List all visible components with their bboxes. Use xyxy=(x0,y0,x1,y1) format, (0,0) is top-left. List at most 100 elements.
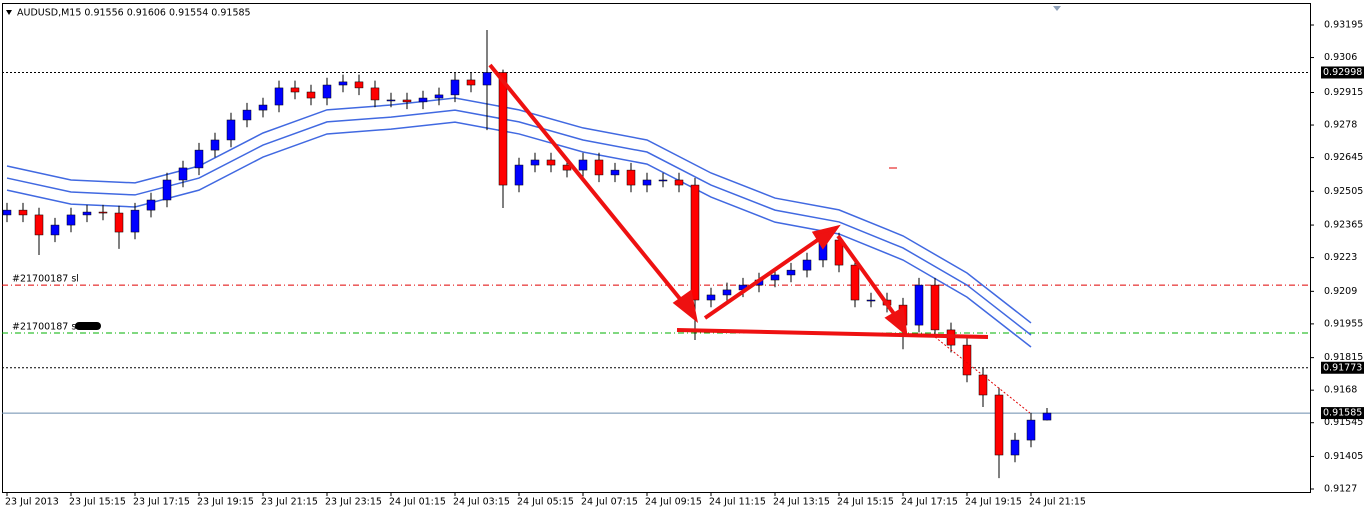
y-tick-label: 0.9209 xyxy=(1324,286,1357,297)
candle-body xyxy=(642,179,652,186)
candle-body xyxy=(18,209,28,216)
candle-body xyxy=(1042,412,1052,421)
x-tick-label: 23 Jul 21:15 xyxy=(261,497,318,508)
x-tick-label: 24 Jul 17:15 xyxy=(901,497,958,508)
candle-body xyxy=(530,159,540,166)
candle-body xyxy=(722,289,732,296)
candle-body xyxy=(466,79,476,86)
y-tick-label: 0.91815 xyxy=(1324,352,1363,363)
y-tick-label: 0.91405 xyxy=(1324,451,1363,462)
candle-body xyxy=(178,167,188,181)
price-box xyxy=(1321,407,1364,420)
candle-body xyxy=(242,109,252,121)
y-tick-label: 0.92915 xyxy=(1324,87,1363,98)
y-tick-label: 0.93195 xyxy=(1324,20,1363,31)
menu-triangle[interactable] xyxy=(6,10,12,15)
candle-body xyxy=(482,72,492,86)
candle-body xyxy=(434,94,444,99)
candle-body xyxy=(578,159,588,171)
x-tick-label: 23 Jul 19:15 xyxy=(197,497,254,508)
arrow xyxy=(703,235,824,320)
candle-body xyxy=(546,159,556,166)
y-tick-label: 0.92645 xyxy=(1324,152,1363,163)
y-tick-label: 0.92505 xyxy=(1324,186,1363,197)
redaction xyxy=(75,322,101,330)
candle-body xyxy=(930,284,940,331)
candle-body xyxy=(850,264,860,301)
arrow-head xyxy=(672,289,699,323)
candle-body xyxy=(162,179,172,201)
arrow-head xyxy=(811,224,841,250)
candle-body xyxy=(290,87,300,93)
x-tick-label: 24 Jul 07:15 xyxy=(581,497,638,508)
y-tick-label: 0.91545 xyxy=(1324,417,1363,428)
x-tick-label: 24 Jul 21:15 xyxy=(1029,497,1086,508)
candle-body xyxy=(34,214,44,236)
candle-body xyxy=(786,269,796,276)
candle-body xyxy=(994,394,1004,456)
candle-body xyxy=(962,344,972,376)
y-tick-label: 0.92365 xyxy=(1324,220,1363,231)
annotations xyxy=(75,63,1031,414)
x-tick-label: 24 Jul 19:15 xyxy=(965,497,1022,508)
candle-body xyxy=(130,209,140,233)
ma-line xyxy=(6,109,1032,336)
candle-body xyxy=(626,169,636,186)
x-tick-label: 24 Jul 03:15 xyxy=(453,497,510,508)
price-label: 0.91773 xyxy=(1323,362,1362,373)
candle-body xyxy=(370,87,380,101)
candle-body xyxy=(802,259,812,271)
candle-body xyxy=(194,149,204,169)
candle-body xyxy=(226,119,236,141)
x-tick-label: 24 Jul 11:15 xyxy=(709,497,766,508)
ma-line xyxy=(6,121,1032,348)
candle-body xyxy=(338,81,348,86)
candle-body xyxy=(50,224,60,236)
candle-body xyxy=(706,294,716,301)
price-box xyxy=(1321,66,1364,79)
candle-body xyxy=(2,209,12,216)
candle-body xyxy=(770,274,780,281)
candle-body xyxy=(258,104,268,111)
y-tick-label: 0.9306 xyxy=(1324,52,1357,63)
candle-body xyxy=(306,91,316,99)
candle-body xyxy=(98,211,108,214)
y-tick-label: 0.9278 xyxy=(1324,120,1357,131)
shift-marker xyxy=(1053,6,1061,11)
candle-body xyxy=(866,299,876,302)
x-tick-label: 23 Jul 2013 xyxy=(5,497,59,508)
trend-line xyxy=(934,336,1031,414)
x-tick-label: 24 Jul 15:15 xyxy=(837,497,894,508)
price-box xyxy=(1321,361,1364,374)
price-label: 0.92998 xyxy=(1323,67,1362,78)
candle-body xyxy=(1010,439,1020,456)
candle-body xyxy=(1026,419,1036,441)
price-label: 0.91585 xyxy=(1323,408,1362,419)
y-tick-label: 0.9127 xyxy=(1324,484,1357,495)
candle-body xyxy=(498,72,508,186)
candle-body xyxy=(114,212,124,233)
x-tick-label: 24 Jul 01:15 xyxy=(389,497,446,508)
candle-body xyxy=(658,179,668,182)
candle-body xyxy=(418,97,428,103)
candle-body xyxy=(690,184,700,301)
chart-title: AUDUSD,M15 0.91556 0.91606 0.91554 0.915… xyxy=(17,8,251,19)
plot-frame xyxy=(2,3,1311,493)
x-tick-label: 23 Jul 15:15 xyxy=(69,497,126,508)
candle-body xyxy=(594,159,604,176)
x-tick-label: 24 Jul 09:15 xyxy=(645,497,702,508)
candle-body xyxy=(514,164,524,186)
order-label: #21700187 sl xyxy=(12,274,79,285)
candle-body xyxy=(610,169,620,176)
arrow xyxy=(488,63,687,307)
candle-body xyxy=(82,211,92,216)
arrow-head xyxy=(884,306,908,337)
x-tick-label: 23 Jul 17:15 xyxy=(133,497,190,508)
candle-body xyxy=(914,284,924,326)
arrow xyxy=(836,234,899,320)
order-label: #21700187 sell xyxy=(12,322,87,333)
y-tick-label: 0.9168 xyxy=(1324,385,1357,396)
ma-line xyxy=(6,97,1032,324)
